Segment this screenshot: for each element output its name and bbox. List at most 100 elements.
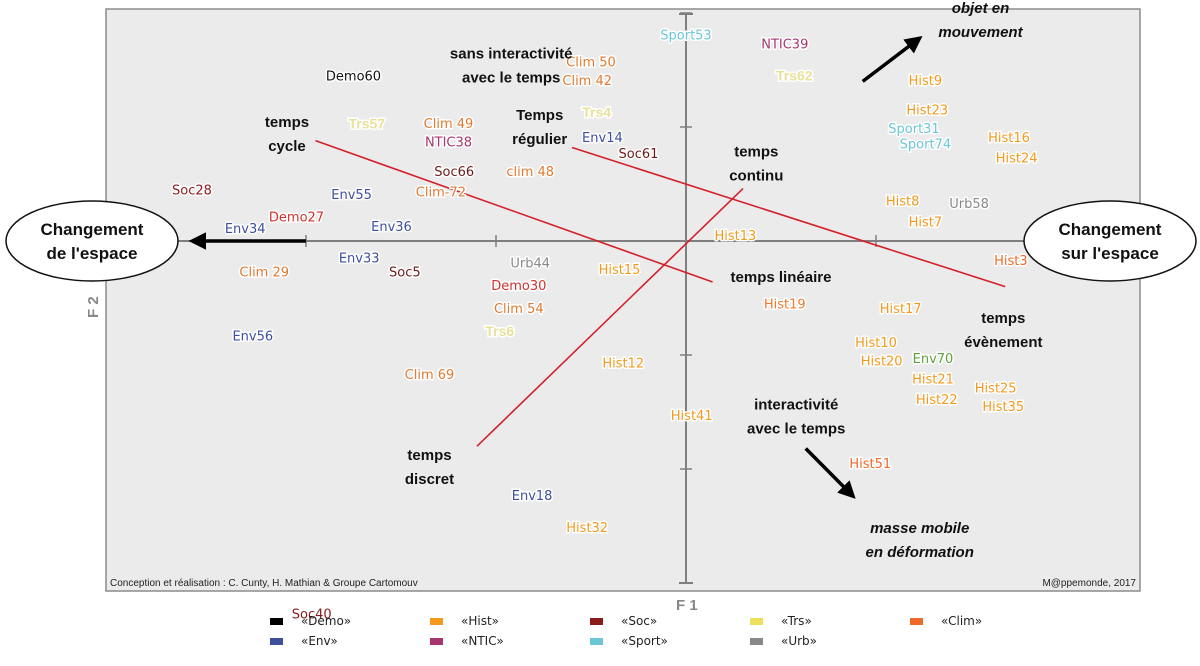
point-demo60: Demo60	[326, 69, 381, 84]
annotation-line: temps	[734, 144, 778, 161]
point-hist15: Hist15	[599, 263, 641, 278]
annotation-line: objet en	[952, 0, 1010, 17]
trend-lines	[188, 35, 1006, 499]
point-hist16: Hist16	[988, 131, 1030, 146]
annotation-line: masse mobile	[870, 520, 969, 537]
legend-swatch	[270, 637, 283, 645]
point-urb58: Urb58	[949, 197, 989, 212]
point-soc28: Soc28	[172, 183, 212, 198]
point-hist22: Hist22	[916, 393, 958, 408]
pole-ellipse	[1023, 200, 1197, 282]
annotation-objet-en-mouvement: objet en mouvement	[938, 0, 1023, 41]
annotation-line: continu	[729, 168, 783, 185]
point-hist23: Hist23	[906, 104, 948, 119]
annotation-line: temps	[407, 447, 451, 464]
legend-swatch	[750, 637, 763, 645]
annotation-sans-interactivité-avec-le-temps: sans interactivité avec le temps	[450, 46, 573, 87]
point-hist12: Hist12	[602, 357, 644, 372]
legend-item-trs: «Trs»	[750, 614, 910, 628]
x-axis-label: F 1	[676, 597, 698, 614]
point-env18: Env18	[512, 489, 553, 504]
pole-label: Changement de l'espace	[41, 220, 144, 263]
annotation-temps-linéaire: temps linéaire	[731, 269, 832, 286]
point-hist32: Hist32	[566, 521, 608, 536]
legend-item-sport: «Sport»	[590, 634, 750, 648]
point-hist7: Hist7	[909, 215, 943, 230]
legend-label: «Clim»	[941, 614, 983, 628]
point-hist13: Hist13	[714, 229, 756, 244]
annotation-line: discret	[405, 471, 454, 488]
point-clim29: Clim 29	[239, 265, 289, 280]
annotation-interactivité-avec-le-temps: interactivité avec le temps	[747, 397, 845, 438]
point-trs62: Trs62	[776, 68, 813, 84]
point-env70: Env70	[913, 352, 954, 367]
trend-line-discret-continu	[476, 187, 744, 447]
legend-item-hist: «Hist»	[430, 614, 590, 628]
arrow-objet-en-mouvement	[861, 35, 923, 83]
point-hist41: Hist41	[671, 409, 713, 424]
point-env36: Env36	[371, 220, 412, 235]
point-hist17: Hist17	[880, 302, 922, 317]
legend-label: «Trs»	[781, 614, 812, 628]
annotations: sans interactivité avec le temps temps cycl…	[265, 0, 1043, 561]
point-ntic38: NTIC38	[425, 135, 472, 150]
legend-item-ntic: «NTIC»	[430, 634, 590, 648]
pole-label-line: de l'espace	[47, 244, 138, 263]
point-soc5: Soc5	[389, 265, 421, 280]
legend-item-urb: «Urb»	[750, 634, 910, 648]
legend-item-soc: «Soc»	[590, 614, 750, 628]
point-trs57: Trs57	[349, 115, 386, 131]
annotation-line: avec le temps	[462, 70, 560, 87]
point-hist21: Hist21	[912, 373, 954, 388]
point-demo30: Demo30	[491, 279, 546, 294]
annotation-temps-régulier: Temps régulier	[512, 107, 567, 148]
annotation-temps-continu: temps continu	[729, 144, 783, 185]
point-hist19: Hist19	[764, 297, 806, 312]
point-hist25: Hist25	[975, 382, 1017, 397]
annotation-line: temps	[981, 310, 1025, 327]
annotation-temps-évènement: temps évènement	[964, 310, 1042, 351]
point-labels: Demo60 Demo27 Demo30 Soc28 Soc66 Soc61 Soc5 Soc…	[171, 27, 1039, 624]
point-hist9: Hist9	[909, 74, 943, 89]
point-clim49: Clim 49	[424, 117, 474, 132]
point-hist3: Hist3	[994, 254, 1028, 269]
y-axis-label: F 2	[85, 296, 102, 318]
annotation-line: temps linéaire	[731, 269, 832, 286]
legend-label: «Soc»	[621, 614, 658, 628]
legend-label: «Urb»	[781, 634, 818, 648]
annotation-temps-discret: temps discret	[405, 447, 454, 488]
point-trs6: Trs6	[485, 323, 514, 339]
point-clim69: Clim 69	[405, 368, 455, 383]
plot-area	[105, 8, 1141, 592]
annotation-line: en déformation	[866, 544, 974, 561]
legend-swatch	[590, 637, 603, 645]
legend-swatch	[910, 617, 923, 625]
point-sport74: Sport74	[900, 138, 951, 153]
point-ntic39: NTIC39	[761, 37, 808, 52]
legend-label: «NTIC»	[461, 634, 504, 648]
point-hist24: Hist24	[996, 151, 1038, 166]
point-env56: Env56	[232, 329, 273, 344]
legend-item-env: «Env»	[270, 634, 430, 648]
pole-label-line: Changement	[1059, 220, 1162, 239]
point-sport53: Sport53	[660, 28, 711, 43]
legend-label: «Demo»	[301, 614, 352, 628]
arrow-masse-mobile	[804, 447, 856, 499]
legend-item-clim: «Clim»	[910, 614, 1070, 628]
legend-label: «Sport»	[621, 634, 668, 648]
point-hist20: Hist20	[861, 354, 903, 369]
point-clim50: Clim 50	[566, 56, 616, 71]
point-hist8: Hist8	[886, 195, 920, 210]
pole-label-line: Changement	[41, 220, 144, 239]
legend-swatch	[430, 617, 443, 625]
point-urb44: Urb44	[510, 256, 550, 271]
point-clim54: Clim 54	[494, 302, 544, 317]
credit-source: M@ppemonde, 2017	[1042, 578, 1136, 589]
legend-swatch	[750, 617, 763, 625]
pole-label: Changement sur l'espace	[1059, 220, 1162, 263]
annotation-line: mouvement	[938, 24, 1023, 41]
point-clim48: clim 48	[506, 165, 554, 180]
pole-ellipse	[5, 200, 179, 282]
annotation-line: régulier	[512, 131, 567, 148]
